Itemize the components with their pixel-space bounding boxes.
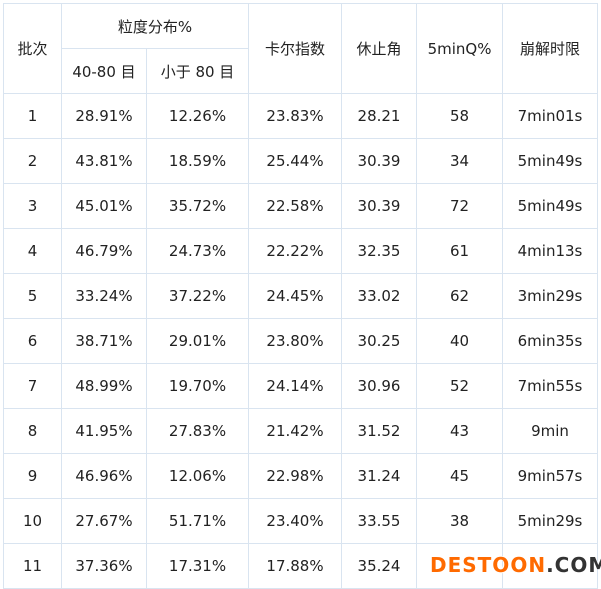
table-row: 4 46.79% 24.73% 22.22% 32.35 61 4min13s	[3, 228, 599, 274]
table-cell: 27.83%	[145, 408, 250, 454]
table-cell: 24.73%	[145, 228, 250, 274]
table-cell: 27.67%	[61, 498, 147, 544]
table-cell: 7	[3, 363, 62, 409]
table-row: 6 38.71% 29.01% 23.80% 30.25 40 6min35s	[3, 318, 599, 364]
table-row: 1 28.91% 12.26% 23.83% 28.21 58 7min01s	[3, 93, 599, 139]
table-cell: 18.59%	[145, 138, 250, 184]
table-cell: 43	[416, 408, 504, 454]
table-cell: 37.36%	[61, 543, 147, 589]
table-cell: 30.39	[341, 183, 418, 229]
table-cell: 3	[3, 183, 62, 229]
table-cell: 23.80%	[248, 318, 343, 364]
watermark-logo: DESTOON.COM	[430, 553, 601, 577]
table-cell: 34	[416, 138, 504, 184]
table-cell: 31.24	[341, 453, 418, 499]
table-cell: 7min55s	[502, 363, 599, 409]
table-cell: 23.83%	[248, 93, 343, 139]
table-cell: 3min29s	[502, 273, 599, 319]
table-cell: 4	[3, 228, 62, 274]
table-row: 10 27.67% 51.71% 23.40% 33.55 38 5min29s	[3, 498, 599, 544]
table-row: 7 48.99% 19.70% 24.14% 30.96 52 7min55s	[3, 363, 599, 409]
table-row: 3 45.01% 35.72% 22.58% 30.39 72 5min49s	[3, 183, 599, 229]
table-cell: 9min	[502, 408, 599, 454]
table-cell: 32.35	[341, 228, 418, 274]
table-cell: 58	[416, 93, 504, 139]
table-row: 5 33.24% 37.22% 24.45% 33.02 62 3min29s	[3, 273, 599, 319]
table-cell: 33.55	[341, 498, 418, 544]
table-cell: 12.26%	[145, 93, 250, 139]
table-cell: 9	[3, 453, 62, 499]
table-cell: 30.25	[341, 318, 418, 364]
table-cell: 6min35s	[502, 318, 599, 364]
table-cell: 21.42%	[248, 408, 343, 454]
table-cell: 5min29s	[502, 498, 599, 544]
table-cell: 30.39	[341, 138, 418, 184]
table-row: 2 43.81% 18.59% 25.44% 30.39 34 5min49s	[3, 138, 599, 184]
table-cell: 35.72%	[145, 183, 250, 229]
table-cell: 6	[3, 318, 62, 364]
table-cell: 10	[3, 498, 62, 544]
table-cell: 38	[416, 498, 504, 544]
header-lt-80-mesh: 小于 80 目	[145, 48, 250, 94]
table-cell: 5min49s	[502, 138, 599, 184]
table-cell: 28.21	[341, 93, 418, 139]
table-cell: 45.01%	[61, 183, 147, 229]
table-cell: 43.81%	[61, 138, 147, 184]
header-40-80-mesh: 40-80 目	[61, 48, 147, 94]
table-cell: 33.02	[341, 273, 418, 319]
table-cell: 61	[416, 228, 504, 274]
table-row: 8 41.95% 27.83% 21.42% 31.52 43 9min	[3, 408, 599, 454]
table-cell: 19.70%	[145, 363, 250, 409]
table-cell: 28.91%	[61, 93, 147, 139]
table-cell: 2	[3, 138, 62, 184]
table-cell: 52	[416, 363, 504, 409]
table-cell: 72	[416, 183, 504, 229]
table-cell: 41.95%	[61, 408, 147, 454]
table-row: 9 46.96% 12.06% 22.98% 31.24 45 9min57s	[3, 453, 599, 499]
table-cell: 5min49s	[502, 183, 599, 229]
table-cell: 40	[416, 318, 504, 364]
table-cell: 8	[3, 408, 62, 454]
header-carr-index: 卡尔指数	[248, 3, 343, 94]
table-cell: 17.31%	[145, 543, 250, 589]
table-cell: 37.22%	[145, 273, 250, 319]
table-cell	[502, 543, 599, 589]
table-cell: 38.71%	[61, 318, 147, 364]
table-cell: 4min13s	[502, 228, 599, 274]
table-cell: 24.45%	[248, 273, 343, 319]
header-repose-angle: 休止角	[341, 3, 418, 94]
table-cell: 22.58%	[248, 183, 343, 229]
table-cell: 33.24%	[61, 273, 147, 319]
table-cell: 62	[416, 273, 504, 319]
table-cell: 24.14%	[248, 363, 343, 409]
table-cell: 12.06%	[145, 453, 250, 499]
header-batch: 批次	[3, 3, 62, 94]
table-cell: 11	[3, 543, 62, 589]
table-cell: 1	[3, 93, 62, 139]
header-particle-distribution: 粒度分布%	[60, 3, 250, 49]
table-cell: 51.71%	[145, 498, 250, 544]
table-cell: 9min57s	[502, 453, 599, 499]
table-cell: 7min01s	[502, 93, 599, 139]
table-cell: 35.24	[341, 543, 418, 589]
data-table: 批次 粒度分布% 卡尔指数 休止角 5minQ% 崩解时限 40-80 目 小于…	[3, 3, 599, 589]
table-cell: 29.01%	[145, 318, 250, 364]
table-cell: 45	[416, 453, 504, 499]
table-cell: 5	[3, 273, 62, 319]
header-disintegration: 崩解时限	[502, 3, 599, 94]
table-cell: 48.99%	[61, 363, 147, 409]
table-cell: 46.79%	[61, 228, 147, 274]
table-row: 11 37.36% 17.31% 17.88% 35.24	[3, 543, 599, 589]
table-cell: 22.22%	[248, 228, 343, 274]
header-q5min: 5minQ%	[416, 3, 504, 94]
table-cell: 25.44%	[248, 138, 343, 184]
table-cell: 23.40%	[248, 498, 343, 544]
table-cell: 46.96%	[61, 453, 147, 499]
table-cell: 31.52	[341, 408, 418, 454]
table-cell: 22.98%	[248, 453, 343, 499]
table-cell: 30.96	[341, 363, 418, 409]
table-cell: 17.88%	[248, 543, 343, 589]
